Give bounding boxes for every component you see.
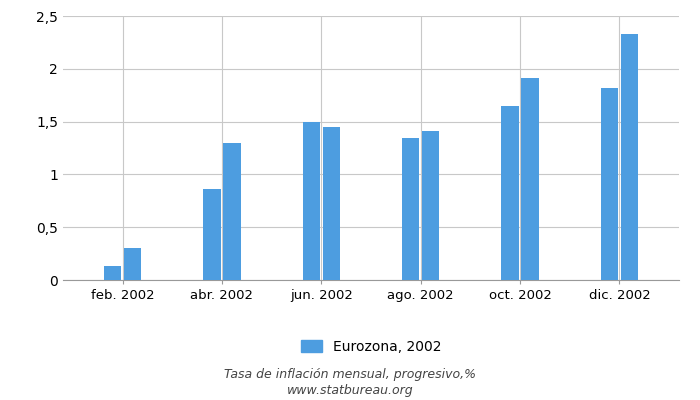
Bar	[323, 127, 340, 280]
Bar	[124, 248, 141, 280]
Legend: Eurozona, 2002: Eurozona, 2002	[295, 334, 447, 360]
Bar	[422, 131, 440, 280]
Bar	[402, 138, 419, 280]
Bar	[601, 88, 618, 280]
Text: www.statbureau.org: www.statbureau.org	[287, 384, 413, 397]
Text: Tasa de inflación mensual, progresivo,%: Tasa de inflación mensual, progresivo,%	[224, 368, 476, 381]
Bar	[203, 189, 220, 280]
Bar	[302, 122, 320, 280]
Bar	[104, 266, 121, 280]
Bar	[522, 78, 539, 280]
Bar	[501, 106, 519, 280]
Bar	[223, 143, 241, 280]
Bar	[621, 34, 638, 280]
